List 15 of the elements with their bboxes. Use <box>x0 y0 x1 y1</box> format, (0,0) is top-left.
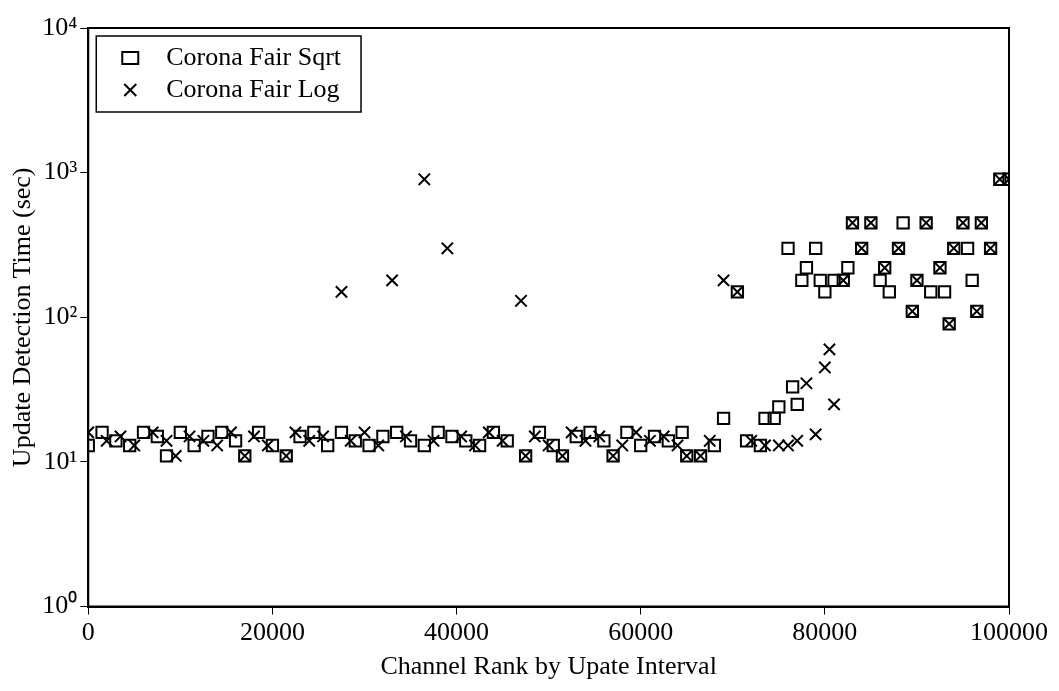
x-tick-label: 40000 <box>424 617 490 647</box>
y-tick-label: 10² <box>43 301 78 331</box>
y-tick-label: 10⁰ <box>42 590 78 620</box>
x-tick-label: 80000 <box>792 617 858 647</box>
y-tick-label: 10¹ <box>43 445 78 475</box>
x-axis-title: Channel Rank by Upate Interval <box>380 651 717 681</box>
x-tick-label: 100000 <box>970 617 1048 647</box>
y-tick-label: 10⁴ <box>42 11 78 41</box>
x-tick-label: 20000 <box>239 617 305 647</box>
y-axis-title: Update Detection Time (sec) <box>7 167 37 468</box>
x-tick-label: 0 <box>81 617 95 647</box>
x-tick-label: 60000 <box>608 617 674 647</box>
y-tick-label: 10³ <box>43 156 78 186</box>
legend-label: Corona Fair Sqrt <box>166 41 342 71</box>
legend-label: Corona Fair Log <box>166 73 340 103</box>
